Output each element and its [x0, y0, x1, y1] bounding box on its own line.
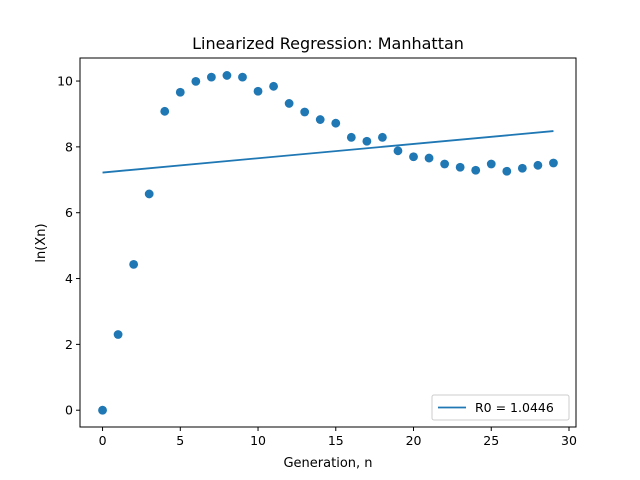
data-point [471, 165, 481, 175]
x-tick-label: 15 [328, 433, 344, 448]
legend: R0 = 1.0446 [431, 394, 570, 421]
data-point [175, 87, 185, 97]
data-point [486, 159, 496, 169]
data-point [284, 99, 294, 108]
data-point [222, 71, 232, 80]
x-axis-label: Generation, n [283, 456, 372, 471]
y-tick-label: 10 [57, 74, 73, 89]
y-tick-label: 0 [65, 403, 73, 418]
data-point [191, 76, 201, 86]
legend-label: R0 = 1.0446 [475, 400, 554, 415]
data-point [533, 160, 543, 170]
regression-line [102, 130, 554, 174]
data-point [144, 189, 154, 199]
x-tick-label: 25 [483, 433, 499, 448]
data-point [409, 152, 418, 162]
y-tick-label: 6 [65, 205, 73, 220]
data-point [253, 86, 263, 96]
data-point [331, 118, 341, 128]
x-tick-label: 20 [406, 433, 422, 448]
data-point [129, 259, 139, 269]
data-point [300, 107, 310, 117]
x-tick-label: 10 [250, 433, 266, 448]
legend-box [431, 394, 570, 421]
data-point [98, 405, 107, 415]
chart-title: Linearized Regression: Manhattan [192, 34, 464, 53]
data-point [362, 136, 372, 146]
data-point [206, 72, 216, 82]
y-tick-label: 4 [65, 271, 73, 286]
data-point [378, 132, 387, 142]
plot-area: 0 5 10 15 20 25 30 0 2 4 6 8 10 [57, 71, 577, 448]
data-point [424, 153, 434, 163]
data-point [517, 163, 527, 173]
y-tick-label: 2 [65, 337, 73, 352]
axes-frame [79, 57, 577, 428]
y-axis-label: ln(Xn) [34, 223, 49, 262]
data-point [113, 330, 123, 339]
data-point [440, 159, 450, 169]
data-point [502, 166, 512, 176]
data-point [238, 72, 247, 82]
data-point [549, 158, 558, 168]
data-point [455, 162, 465, 172]
data-point [315, 115, 325, 124]
data-point [393, 146, 403, 156]
data-point [160, 106, 170, 116]
x-tick-label: 30 [561, 433, 577, 448]
y-tick-label: 8 [65, 139, 73, 154]
x-tick-label: 5 [176, 433, 184, 448]
x-tick-label: 0 [99, 433, 107, 448]
data-point [269, 81, 278, 91]
data-point [346, 132, 356, 142]
